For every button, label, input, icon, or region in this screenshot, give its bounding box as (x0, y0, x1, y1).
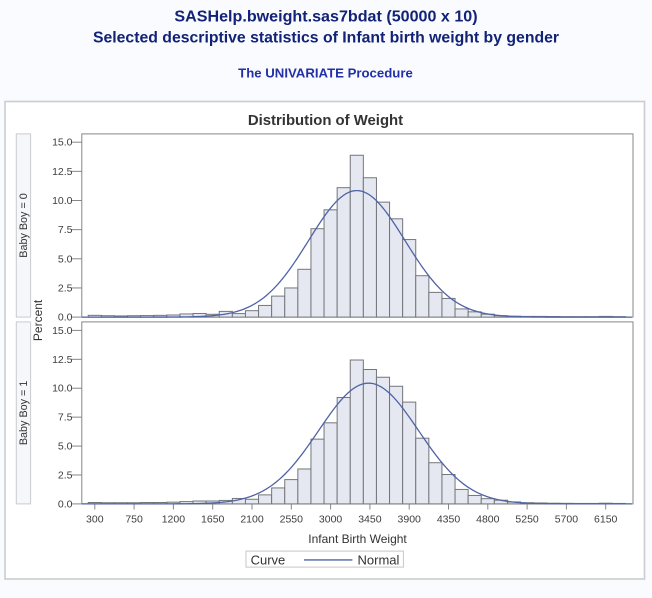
svg-text:4800: 4800 (476, 514, 500, 526)
svg-text:Curve: Curve (251, 552, 286, 567)
svg-text:12.5: 12.5 (52, 166, 73, 178)
svg-text:4350: 4350 (437, 514, 461, 526)
svg-text:Baby Boy = 0: Baby Boy = 0 (18, 193, 30, 258)
svg-text:7.5: 7.5 (58, 412, 73, 424)
svg-text:0.0: 0.0 (58, 312, 73, 324)
svg-text:5.0: 5.0 (58, 441, 73, 453)
svg-text:15.0: 15.0 (52, 137, 73, 149)
svg-text:5250: 5250 (515, 514, 539, 526)
svg-text:2.5: 2.5 (58, 282, 73, 294)
svg-text:0.0: 0.0 (58, 498, 73, 510)
svg-text:1200: 1200 (162, 514, 186, 526)
svg-text:10.0: 10.0 (52, 383, 73, 395)
svg-text:1650: 1650 (201, 514, 225, 526)
svg-text:2100: 2100 (240, 514, 264, 526)
svg-text:3000: 3000 (319, 514, 343, 526)
svg-text:The UNIVARIATE Procedure: The UNIVARIATE Procedure (238, 65, 413, 80)
svg-text:2.5: 2.5 (58, 469, 73, 481)
svg-text:12.5: 12.5 (52, 354, 73, 366)
svg-text:SASHelp.bweight.sas7bdat (5000: SASHelp.bweight.sas7bdat (50000 x 10) (174, 7, 477, 25)
svg-text:Selected descriptive statistic: Selected descriptive statistics of Infan… (93, 29, 559, 46)
svg-text:Infant Birth Weight: Infant Birth Weight (308, 532, 407, 546)
svg-text:15.0: 15.0 (52, 325, 73, 337)
svg-text:Distribution of Weight: Distribution of Weight (248, 113, 403, 129)
svg-text:2550: 2550 (280, 514, 304, 526)
svg-text:10.0: 10.0 (52, 195, 73, 207)
svg-text:3900: 3900 (398, 514, 422, 526)
svg-text:3450: 3450 (358, 514, 382, 526)
svg-text:Percent: Percent (31, 299, 45, 341)
svg-text:7.5: 7.5 (58, 224, 73, 236)
svg-text:300: 300 (86, 514, 104, 526)
svg-text:Normal: Normal (358, 552, 400, 567)
svg-text:Baby Boy = 1: Baby Boy = 1 (18, 381, 30, 446)
svg-text:5700: 5700 (555, 514, 579, 526)
svg-text:750: 750 (125, 514, 143, 526)
svg-text:5.0: 5.0 (58, 253, 73, 265)
svg-text:6150: 6150 (594, 514, 618, 526)
